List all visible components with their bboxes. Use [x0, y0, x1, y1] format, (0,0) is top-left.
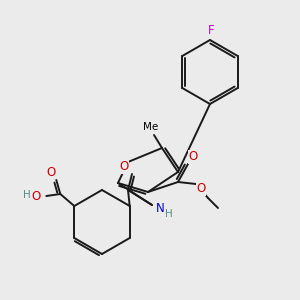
- Text: N: N: [156, 202, 164, 214]
- Text: H: H: [23, 190, 31, 200]
- Text: S: S: [120, 160, 128, 172]
- Text: Me: Me: [143, 122, 159, 132]
- Text: O: O: [188, 151, 198, 164]
- Text: O: O: [32, 190, 41, 202]
- Text: H: H: [165, 209, 173, 219]
- Text: O: O: [47, 166, 56, 178]
- Text: F: F: [208, 25, 214, 38]
- Text: O: O: [119, 160, 129, 173]
- Text: O: O: [196, 182, 206, 196]
